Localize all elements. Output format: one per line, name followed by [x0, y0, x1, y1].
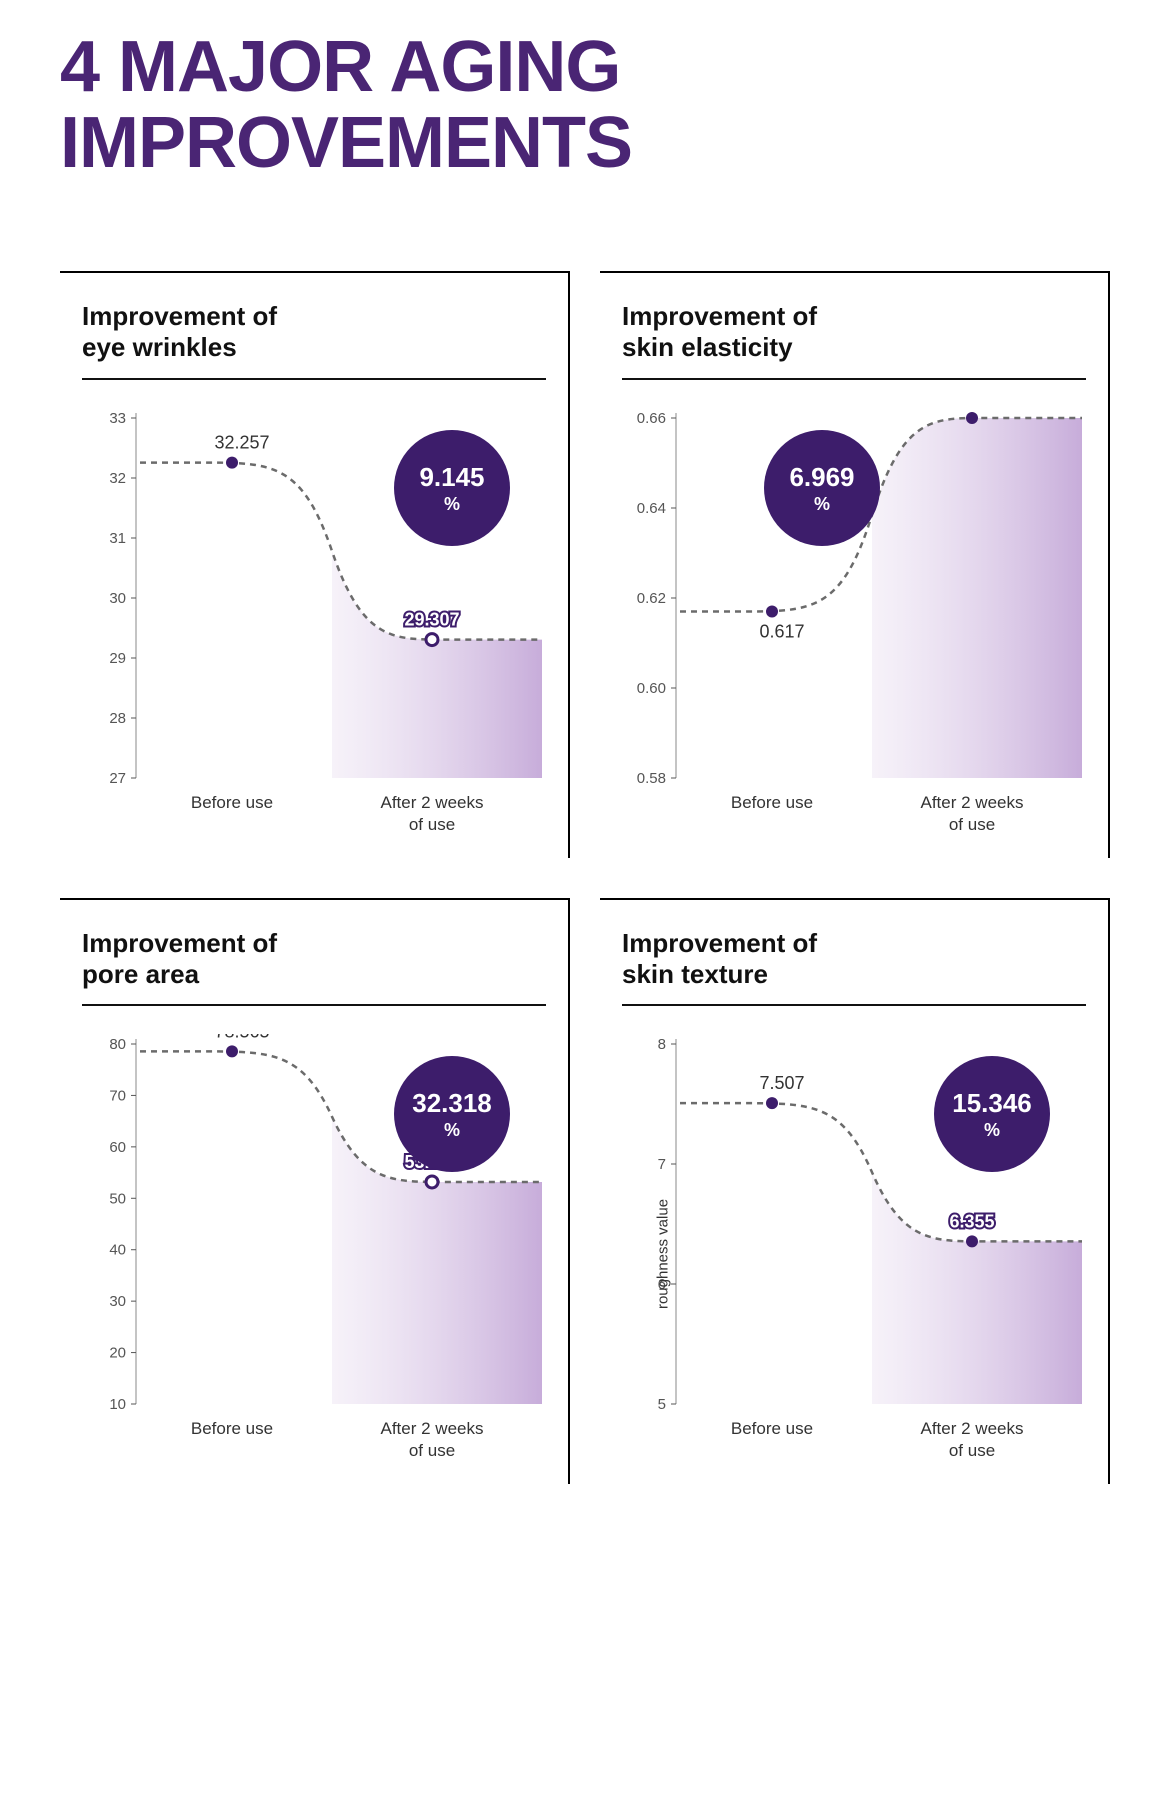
x-label-after-2: of use — [949, 815, 995, 834]
x-label-after-2: of use — [409, 815, 455, 834]
chart-wrap: 0.580.600.620.640.66 0.617 0.660 6.969 %… — [622, 408, 1086, 848]
percent-sign: % — [814, 494, 830, 514]
svg-text:7: 7 — [658, 1156, 666, 1173]
panel-title: Improvement ofskin elasticity — [622, 301, 1086, 363]
before-value-label: 32.257 — [214, 432, 269, 452]
chart-svg: 0.580.600.620.640.66 0.617 0.660 6.969 %… — [622, 408, 1082, 848]
x-label-after: After 2 weeks — [381, 1419, 484, 1438]
before-value-label: 78.565 — [214, 1034, 269, 1041]
chart-panel: Improvement ofskin elasticity 0.58 0.60 0.… — [600, 271, 1110, 857]
chart-wrap: 27 28 29 30 31 32 33 32.257 29.307 9.145 % Bef… — [82, 408, 546, 848]
chart-panel: Improvement ofskin texture roughness valu… — [600, 898, 1110, 1484]
charts-grid: Improvement ofeye wrinkles 27 28 29 30 31 32 3… — [60, 271, 1110, 1484]
panel-divider — [82, 378, 546, 380]
svg-text:31: 31 — [109, 530, 126, 547]
svg-text:0.62: 0.62 — [637, 590, 666, 607]
after-value-label: 6.355 — [949, 1211, 994, 1231]
panel-title: Improvement ofeye wrinkles — [82, 301, 546, 363]
chart-wrap: 1020304050607080 78.565 53.174 32.318 % … — [82, 1034, 546, 1474]
percent-value: 15.346 — [952, 1088, 1032, 1118]
svg-text:5: 5 — [658, 1396, 666, 1413]
x-label-before: Before use — [731, 1419, 813, 1438]
percent-value: 32.318 — [412, 1088, 492, 1118]
x-label-after-2: of use — [409, 1441, 455, 1460]
svg-text:40: 40 — [109, 1242, 126, 1259]
chart-svg: 27 28 29 30 31 32 33 32.257 29.307 9.145 % Bef… — [82, 408, 542, 848]
x-label-before: Before use — [191, 1419, 273, 1438]
svg-text:0.60: 0.60 — [637, 680, 666, 697]
x-label-before: Before use — [731, 793, 813, 812]
svg-text:29: 29 — [109, 650, 126, 667]
panel-divider — [82, 1004, 546, 1006]
panel-title: Improvement ofskin texture — [622, 928, 1086, 990]
after-value-label: 29.307 — [404, 609, 459, 629]
svg-text:20: 20 — [109, 1345, 126, 1362]
svg-text:0.64: 0.64 — [637, 500, 666, 517]
percent-sign: % — [444, 1120, 460, 1140]
panel-divider — [622, 378, 1086, 380]
svg-text:30: 30 — [109, 1293, 126, 1310]
svg-text:0.58: 0.58 — [637, 770, 666, 787]
svg-text:60: 60 — [109, 1139, 126, 1156]
svg-text:32: 32 — [109, 470, 126, 487]
svg-text:30: 30 — [109, 590, 126, 607]
chart-svg: 5678 7.507 6.355 15.346 % Before use Aft… — [622, 1034, 1082, 1474]
svg-text:8: 8 — [658, 1036, 666, 1053]
before-value-label: 0.617 — [759, 621, 804, 641]
x-label-after: After 2 weeks — [381, 793, 484, 812]
svg-text:33: 33 — [109, 410, 126, 427]
x-label-before: Before use — [191, 793, 273, 812]
page-title: 4 MAJOR AGING IMPROVEMENTS — [60, 30, 1110, 181]
x-label-after-2: of use — [949, 1441, 995, 1460]
percent-value: 9.145 — [419, 462, 484, 492]
chart-svg: 1020304050607080 78.565 53.174 32.318 % … — [82, 1034, 542, 1474]
percent-sign: % — [444, 494, 460, 514]
percent-sign: % — [984, 1120, 1000, 1140]
svg-text:27: 27 — [109, 770, 126, 787]
svg-text:80: 80 — [109, 1036, 126, 1053]
svg-text:28: 28 — [109, 710, 126, 727]
percent-value: 6.969 — [789, 462, 854, 492]
x-label-after: After 2 weeks — [921, 793, 1024, 812]
svg-text:50: 50 — [109, 1190, 126, 1207]
panel-divider — [622, 1004, 1086, 1006]
y-axis-title: roughness value — [655, 1199, 672, 1309]
svg-text:70: 70 — [109, 1087, 126, 1104]
chart-panel: Improvement ofpore area 10 20 30 40 50 60 70 80… — [60, 898, 570, 1484]
x-label-after: After 2 weeks — [921, 1419, 1024, 1438]
before-value-label: 7.507 — [759, 1073, 804, 1093]
chart-panel: Improvement ofeye wrinkles 27 28 29 30 31 32 3… — [60, 271, 570, 857]
svg-text:10: 10 — [109, 1396, 126, 1413]
panel-title: Improvement ofpore area — [82, 928, 546, 990]
svg-text:0.66: 0.66 — [637, 410, 666, 427]
chart-wrap: roughness value 5678 7.507 6.355 15.346 … — [622, 1034, 1086, 1474]
